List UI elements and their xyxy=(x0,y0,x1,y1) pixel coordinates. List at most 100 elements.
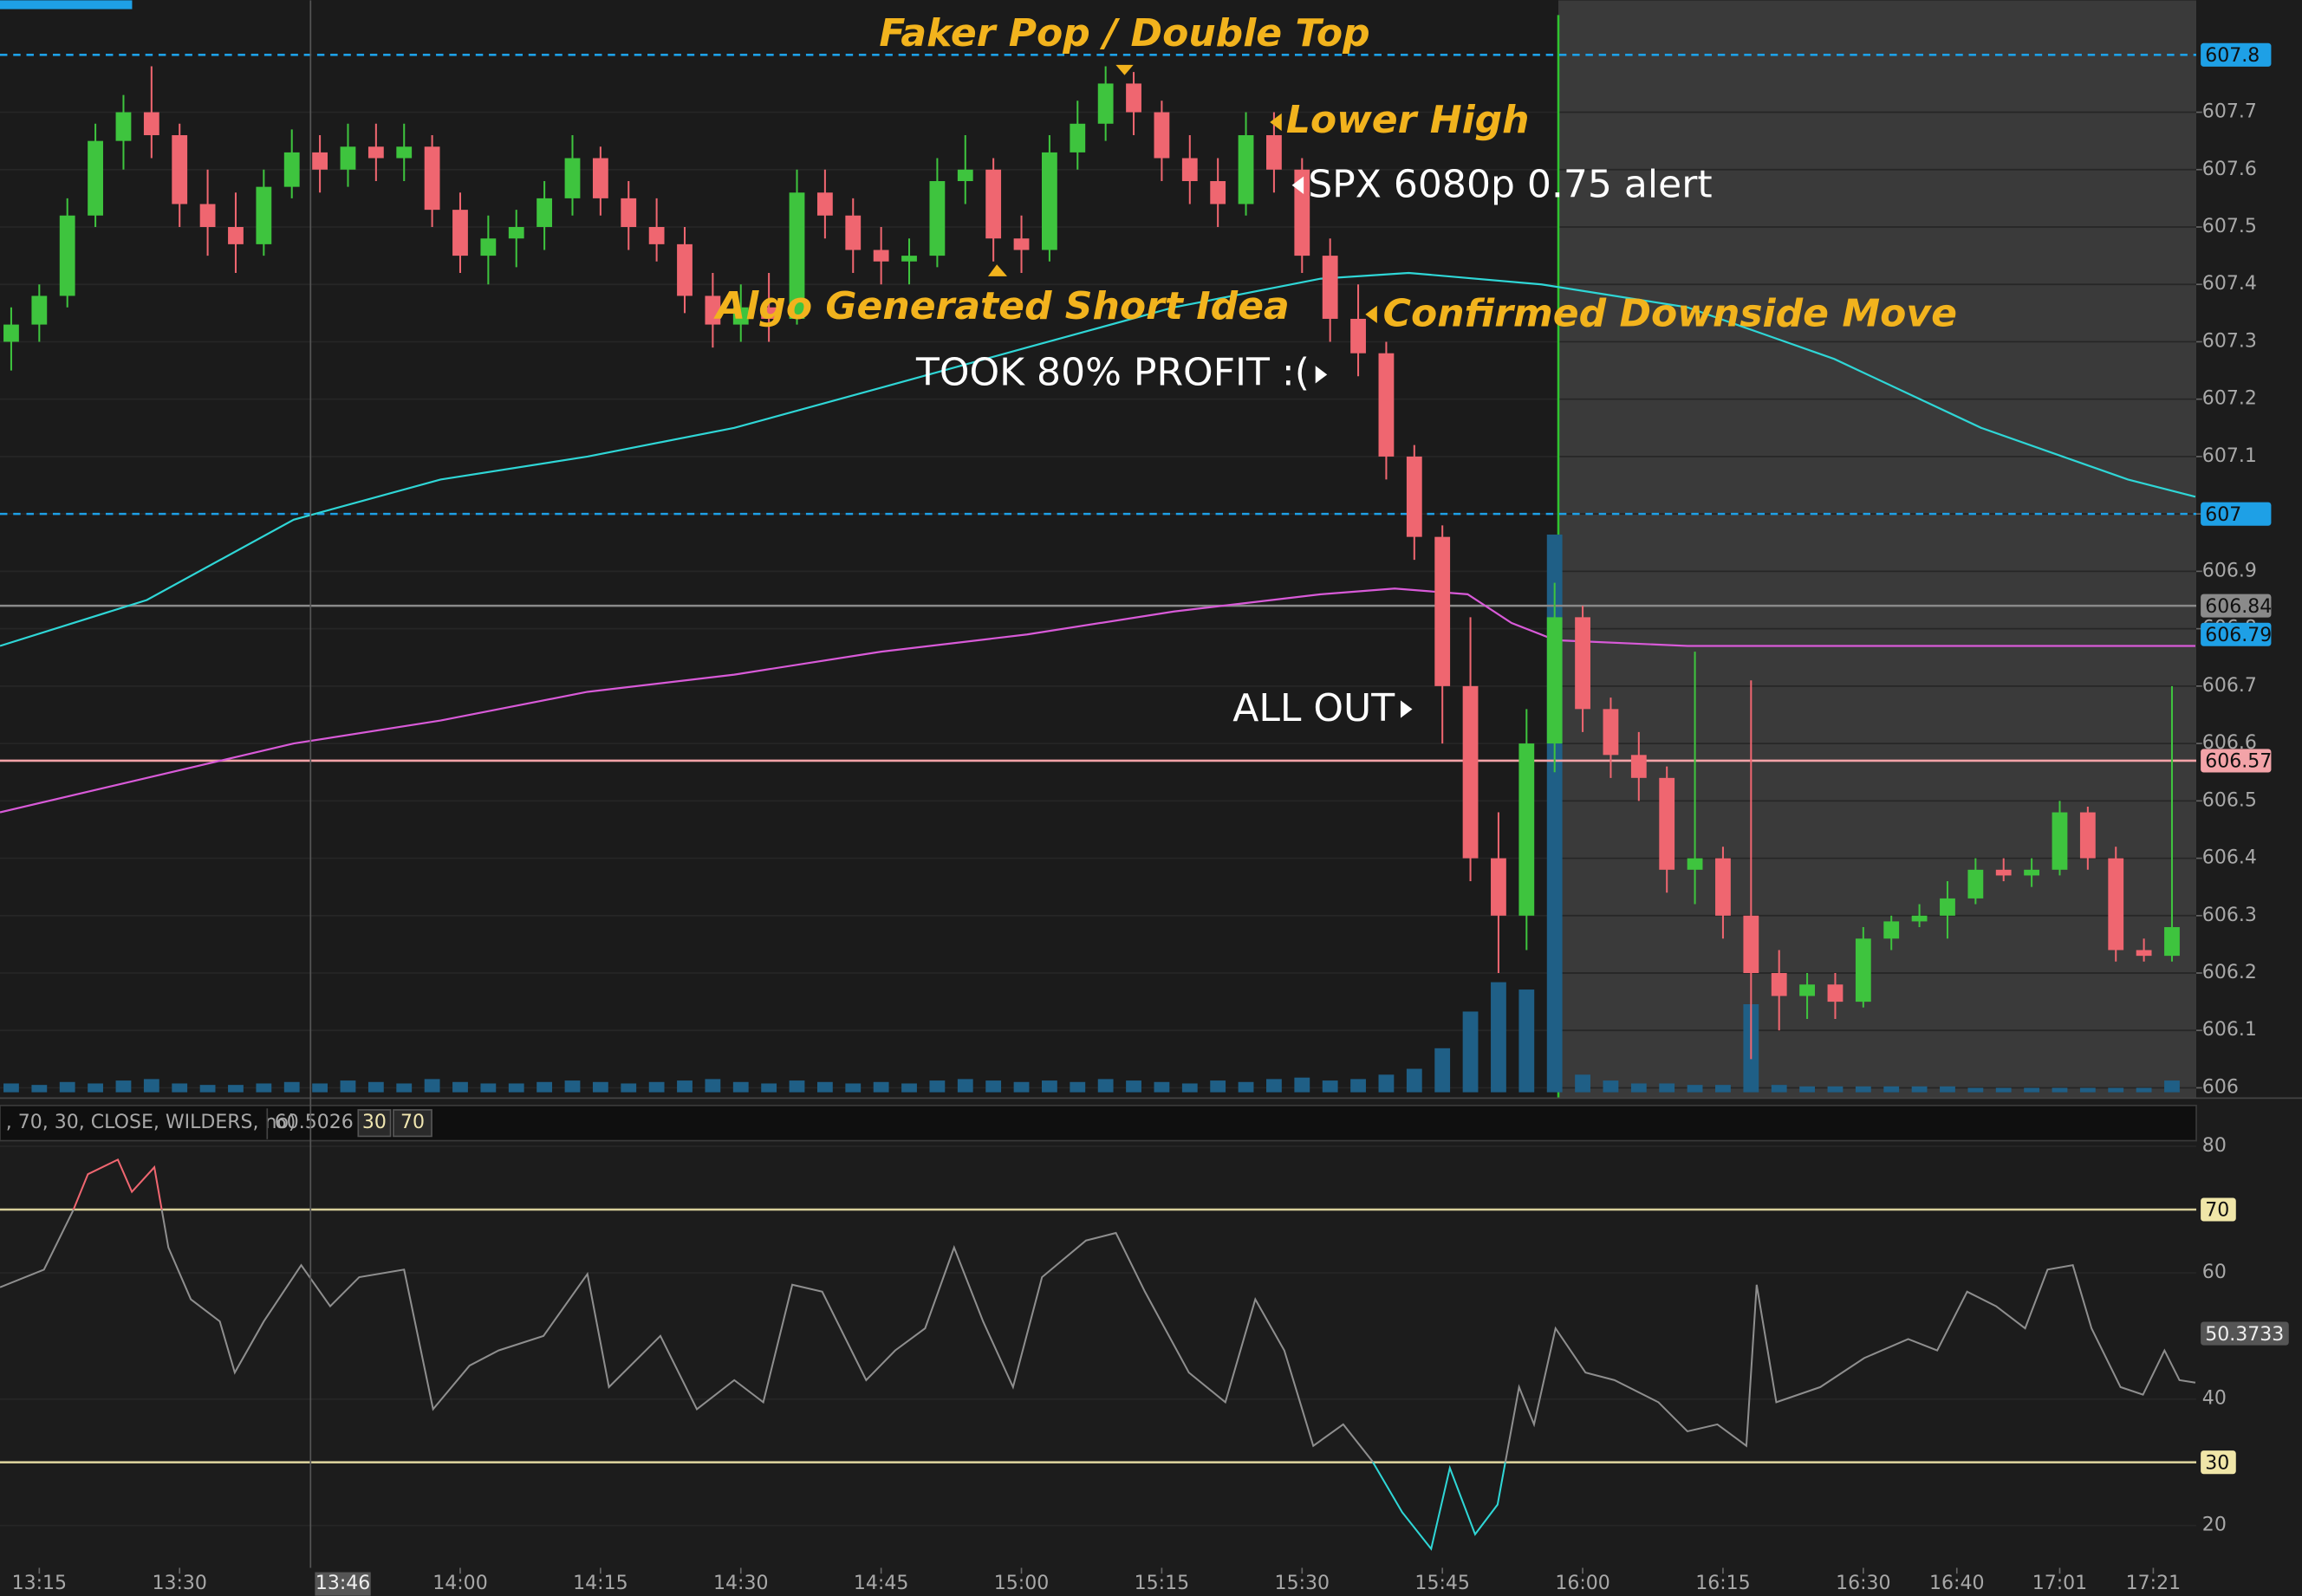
volume-bar xyxy=(929,1080,946,1093)
symbol-tab xyxy=(0,0,133,10)
x-tick-label: 17:21 xyxy=(2126,1573,2181,1594)
header-level: 70 xyxy=(400,1112,425,1133)
x-tick-label: 14:45 xyxy=(854,1573,908,1594)
candle-body xyxy=(256,186,272,244)
y-tick-label: 606.9 xyxy=(2202,560,2257,581)
candle-body xyxy=(1911,915,1928,922)
x-tick-label: 16:00 xyxy=(1555,1573,1609,1594)
candle-body xyxy=(873,250,889,262)
price-box xyxy=(2201,622,2272,646)
moving-average xyxy=(0,271,2196,647)
x-tick-label: 14:30 xyxy=(713,1573,768,1594)
marker xyxy=(1400,700,1413,718)
y-tick-label: 607.4 xyxy=(2202,273,2257,295)
volume-bar xyxy=(115,1080,132,1093)
level-box-label: 70 xyxy=(2205,1200,2229,1222)
volume-bar xyxy=(1967,1087,1984,1093)
candle-body xyxy=(1126,83,1141,113)
candle-body xyxy=(1827,984,1844,1002)
candle-body xyxy=(1546,617,1563,744)
candle-body xyxy=(536,198,553,227)
price-box-label: 606.84 xyxy=(2205,596,2272,618)
volume-bar xyxy=(677,1080,693,1093)
price-box-label: 607 xyxy=(2205,504,2241,526)
candle-body xyxy=(1041,152,1057,250)
volume-bar xyxy=(564,1080,581,1093)
volume-bar xyxy=(648,1081,665,1093)
candle-body xyxy=(1743,915,1759,974)
volume-bar xyxy=(816,1081,833,1093)
annotation: Confirmed Downside Move xyxy=(1383,292,1957,336)
volume-bar xyxy=(1715,1085,1731,1093)
x-tick-label: 14:00 xyxy=(432,1573,487,1594)
candle-body xyxy=(1995,869,2012,876)
annotation: SPX 6080p 0.75 alert xyxy=(1308,163,1712,207)
candle-body xyxy=(1940,898,1955,916)
volume-bar xyxy=(1238,1081,1254,1093)
candle-body xyxy=(1462,685,1479,859)
x-tick-label: 15:00 xyxy=(994,1573,1049,1594)
candle-body xyxy=(1799,984,1815,996)
volume-bar xyxy=(1322,1080,1338,1093)
candle-body xyxy=(396,146,413,159)
candle-body xyxy=(621,198,637,227)
volume-bar xyxy=(621,1083,637,1093)
volume-bar xyxy=(31,1085,48,1093)
annotation: Algo Generated Short Idea xyxy=(713,284,1290,328)
x-tick-label: 13:15 xyxy=(12,1573,67,1594)
marker xyxy=(1270,113,1282,132)
candle-body xyxy=(2052,812,2068,870)
crosshair-label: 13:46 xyxy=(315,1573,370,1594)
volume-bar xyxy=(367,1081,384,1093)
volume-bar xyxy=(312,1083,328,1093)
x-tick-label: 16:40 xyxy=(1929,1573,1984,1594)
marker xyxy=(987,264,1007,276)
candle-body xyxy=(592,158,608,198)
volume-bar xyxy=(1940,1086,1955,1093)
candle-body xyxy=(1518,743,1535,916)
y-tick-label: 606 xyxy=(2202,1076,2239,1098)
x-tick-label: 17:01 xyxy=(2032,1573,2087,1594)
y-tick-label: 606.5 xyxy=(2202,789,2257,811)
volume-bar xyxy=(1630,1083,1647,1093)
y-tick-label: 607.6 xyxy=(2202,159,2257,180)
x-tick-label: 15:15 xyxy=(1135,1573,1189,1594)
candle-body xyxy=(845,215,862,250)
candle-body xyxy=(789,192,805,319)
volume-bar xyxy=(1462,1011,1479,1093)
candle-body xyxy=(1350,318,1366,354)
annotations: Faker Pop / Double Top Lower High SPX 60… xyxy=(713,11,1957,730)
volume-bar xyxy=(1406,1068,1422,1093)
candle-body xyxy=(1575,617,1590,710)
annotation: ALL OUT xyxy=(1232,686,1395,730)
volume-bar xyxy=(396,1083,413,1093)
volume-bar xyxy=(1070,1081,1086,1093)
rsi-layer: 20 40 60 80 70 30 50.3733 xyxy=(0,1135,2289,1551)
candle-body xyxy=(1070,123,1086,152)
candle-body xyxy=(340,146,356,170)
volume-bar xyxy=(789,1080,805,1093)
candle-body xyxy=(1322,256,1338,319)
volume-bar xyxy=(985,1080,1002,1093)
candle-body xyxy=(2108,858,2124,950)
volume-bar xyxy=(340,1080,356,1093)
volume-bar xyxy=(1491,982,1506,1093)
x-tick-label: 14:15 xyxy=(573,1573,628,1594)
volume-bar xyxy=(2108,1087,2124,1093)
marker xyxy=(1365,305,1377,324)
y-tick-label: 20 xyxy=(2202,1515,2227,1536)
volume-bar xyxy=(283,1081,300,1093)
study-params: , 70, 30, CLOSE, WILDERS, no) xyxy=(6,1112,296,1133)
y-tick-label: 607.3 xyxy=(2202,330,2257,352)
header-level: 30 xyxy=(362,1112,387,1133)
marker xyxy=(1115,64,1134,75)
volume-bar xyxy=(1181,1083,1198,1093)
annotation: Faker Pop / Double Top xyxy=(879,11,1369,55)
volume-bar xyxy=(480,1083,497,1093)
volume-bar xyxy=(901,1083,917,1093)
marker xyxy=(1315,366,1328,384)
volume-bar xyxy=(705,1079,721,1093)
candle-body xyxy=(929,181,946,256)
candle-body xyxy=(732,307,749,325)
